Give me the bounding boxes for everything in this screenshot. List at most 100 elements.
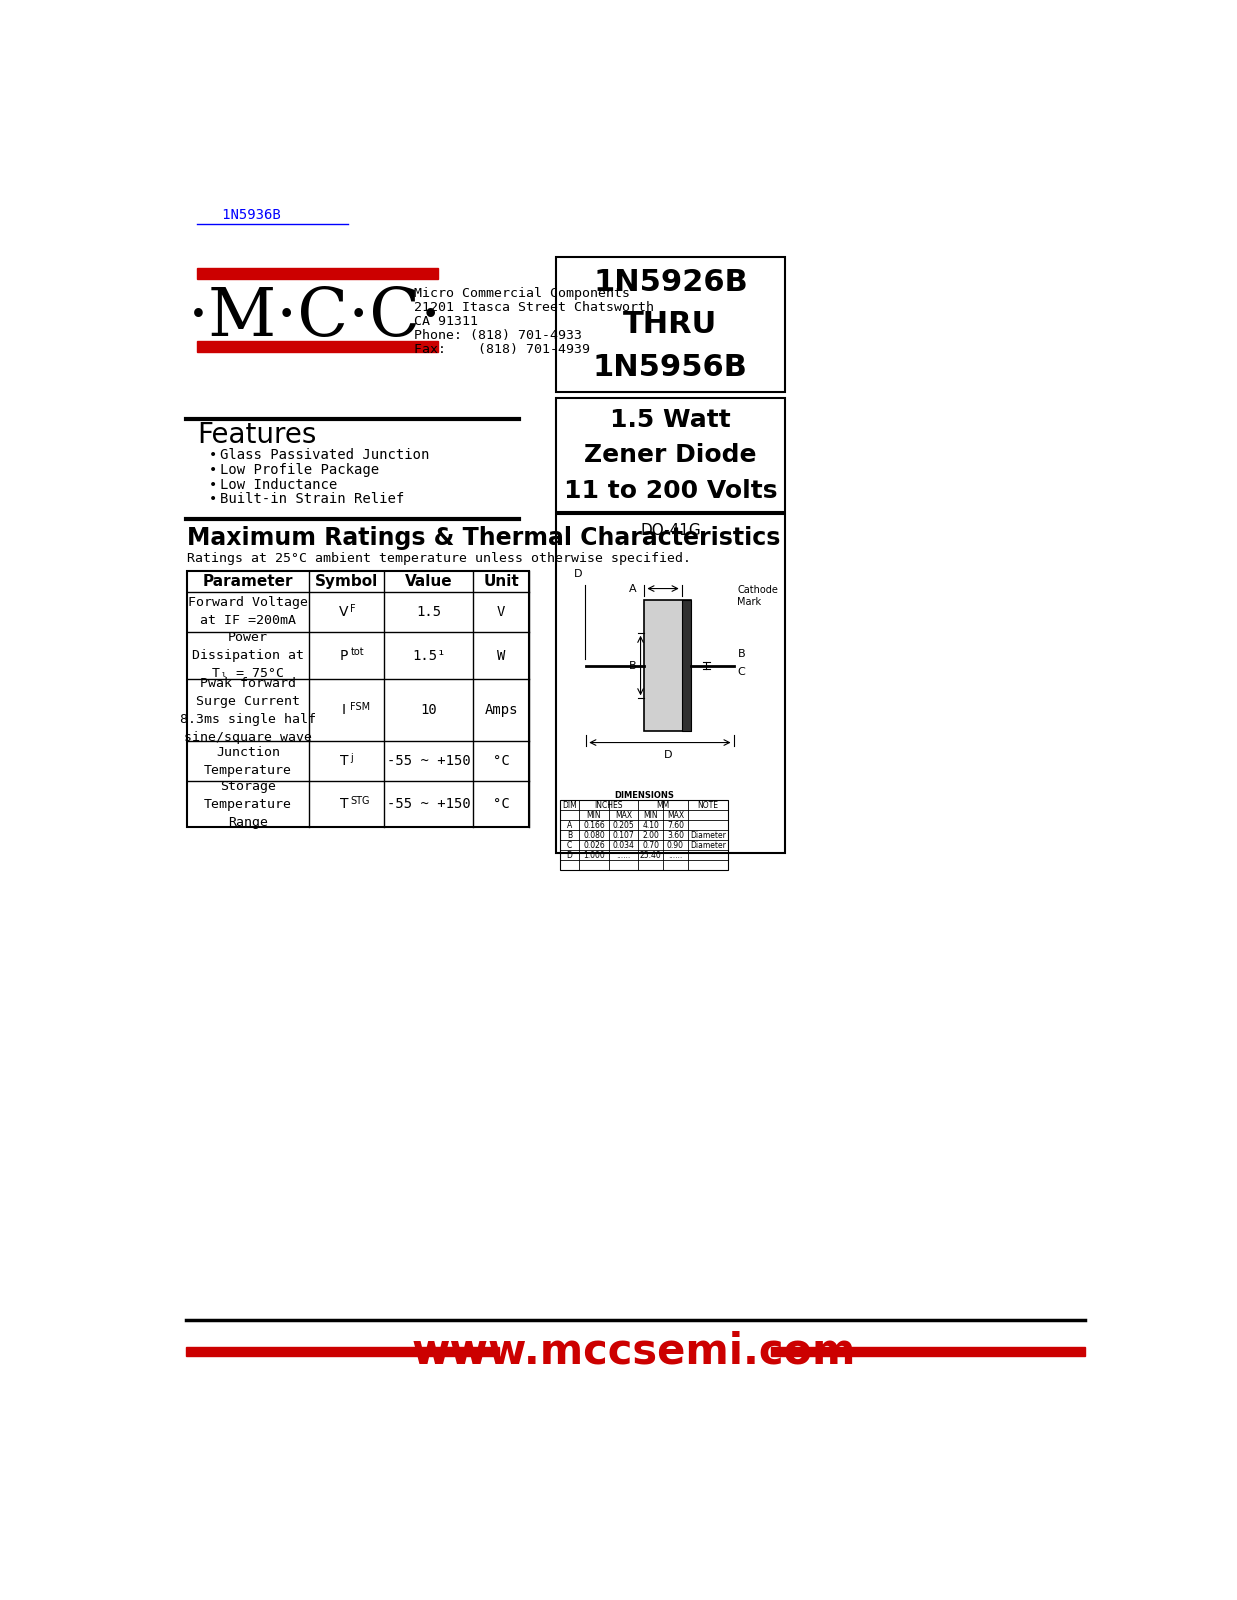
Text: Junction
Temperature: Junction Temperature: [204, 746, 292, 776]
Text: -55 ~ +150: -55 ~ +150: [387, 754, 470, 768]
Text: P: P: [340, 648, 349, 662]
Text: Storage
Temperature
Range: Storage Temperature Range: [204, 779, 292, 829]
Text: F: F: [350, 603, 356, 613]
Text: STG: STG: [350, 797, 370, 806]
Text: Parameter: Parameter: [203, 574, 293, 589]
Text: W: W: [497, 648, 505, 662]
Text: Diameter: Diameter: [690, 842, 726, 850]
Text: °C: °C: [492, 797, 510, 811]
Text: 25.40: 25.40: [640, 851, 662, 859]
Text: Symbol: Symbol: [314, 574, 379, 589]
Text: Unit: Unit: [484, 574, 520, 589]
Text: 0.026: 0.026: [583, 842, 605, 850]
Text: •: •: [209, 448, 218, 462]
Bar: [557, 514, 784, 853]
Text: ·M·C·C·: ·M·C·C·: [188, 285, 442, 350]
Text: •: •: [209, 462, 218, 477]
Bar: [557, 258, 784, 392]
Text: ......: ......: [668, 851, 683, 859]
Text: -55 ~ +150: -55 ~ +150: [387, 797, 470, 811]
Bar: [197, 341, 438, 352]
Text: Glass Passivated Junction: Glass Passivated Junction: [220, 448, 430, 462]
Text: NOTE: NOTE: [698, 802, 719, 810]
Text: 0.70: 0.70: [642, 842, 659, 850]
Text: 0.080: 0.080: [583, 830, 605, 840]
Bar: [186, 1347, 500, 1357]
Text: •: •: [209, 493, 218, 506]
Text: Amps: Amps: [485, 704, 518, 717]
Text: A: A: [630, 584, 637, 594]
Text: 7.60: 7.60: [667, 821, 684, 830]
Text: D: D: [574, 568, 583, 579]
Text: DO-41G: DO-41G: [640, 523, 701, 538]
Bar: [644, 600, 691, 731]
Text: Micro Commercial Components: Micro Commercial Components: [414, 286, 630, 301]
Text: Phone: (818) 701-4933: Phone: (818) 701-4933: [414, 328, 583, 342]
Text: 3.60: 3.60: [667, 830, 684, 840]
Text: CA 91311: CA 91311: [414, 315, 479, 328]
Text: 1.5¹: 1.5¹: [412, 648, 445, 662]
Text: FSM: FSM: [350, 702, 370, 712]
Text: ......: ......: [616, 851, 631, 859]
Text: Low Profile Package: Low Profile Package: [220, 462, 380, 477]
Bar: [187, 571, 529, 827]
Text: Cathode
Mark: Cathode Mark: [737, 586, 778, 608]
Text: C: C: [567, 842, 573, 850]
Text: T: T: [340, 797, 349, 811]
Text: MM: MM: [657, 802, 669, 810]
Text: 0.166: 0.166: [583, 821, 605, 830]
Text: MIN: MIN: [643, 811, 658, 819]
Text: 1.000: 1.000: [583, 851, 605, 859]
Text: 1N5926B
THRU
1N5956B: 1N5926B THRU 1N5956B: [593, 267, 748, 382]
Text: tot: tot: [350, 648, 364, 658]
Text: B: B: [567, 830, 573, 840]
Text: 2.00: 2.00: [642, 830, 659, 840]
Text: T: T: [340, 754, 349, 768]
Text: 0.90: 0.90: [667, 842, 684, 850]
Text: MAX: MAX: [615, 811, 632, 819]
Text: D: D: [663, 750, 672, 760]
Text: 10: 10: [421, 704, 437, 717]
Text: Diameter: Diameter: [690, 830, 726, 840]
Text: Pwak forward
Surge Current
8.3ms single half
sine/square wave: Pwak forward Surge Current 8.3ms single …: [181, 677, 315, 744]
Text: I: I: [343, 704, 346, 717]
Bar: [560, 800, 729, 870]
Text: C: C: [737, 667, 745, 677]
Text: 1.5 Watt
Zener Diode
11 to 200 Volts: 1.5 Watt Zener Diode 11 to 200 Volts: [564, 408, 777, 502]
Text: j: j: [350, 754, 353, 763]
Text: Value: Value: [404, 574, 453, 589]
Text: DIMENSIONS: DIMENSIONS: [614, 790, 674, 800]
Bar: [557, 398, 784, 512]
Text: 21201 Itasca Street Chatsworth: 21201 Itasca Street Chatsworth: [414, 301, 654, 314]
Text: MIN: MIN: [586, 811, 601, 819]
Text: 4.10: 4.10: [642, 821, 659, 830]
Text: D: D: [567, 851, 573, 859]
Text: A: A: [567, 821, 573, 830]
Text: Built-in Strain Relief: Built-in Strain Relief: [220, 493, 404, 506]
Text: °C: °C: [492, 754, 510, 768]
Text: V: V: [339, 605, 349, 619]
Text: INCHES: INCHES: [595, 802, 623, 810]
Text: V: V: [497, 605, 505, 619]
Text: Ratings at 25°C ambient temperature unless otherwise specified.: Ratings at 25°C ambient temperature unle…: [187, 552, 691, 565]
Bar: [682, 600, 691, 731]
Text: Low Inductance: Low Inductance: [220, 478, 338, 491]
Text: www.mccsemi.com: www.mccsemi.com: [412, 1331, 856, 1373]
Text: Forward Voltage
at IF =200mA: Forward Voltage at IF =200mA: [188, 597, 308, 627]
Bar: [771, 1347, 1085, 1357]
Text: •: •: [209, 478, 218, 491]
Bar: [197, 269, 438, 278]
Text: Power
Dissipation at
Tₗ = 75°C: Power Dissipation at Tₗ = 75°C: [192, 630, 304, 680]
Text: 1.5: 1.5: [416, 605, 442, 619]
Text: MAX: MAX: [667, 811, 684, 819]
Text: DIM: DIM: [563, 802, 576, 810]
Text: 0.034: 0.034: [612, 842, 635, 850]
Text: 0.205: 0.205: [612, 821, 635, 830]
Text: 0.107: 0.107: [612, 830, 635, 840]
Text: B: B: [630, 661, 637, 670]
Text: 1N5936B: 1N5936B: [197, 208, 332, 222]
Text: B: B: [737, 650, 745, 659]
Text: Maximum Ratings & Thermal Characteristics: Maximum Ratings & Thermal Characteristic…: [187, 526, 781, 550]
Text: Fax:    (818) 701-4939: Fax: (818) 701-4939: [414, 342, 590, 355]
Text: Features: Features: [197, 421, 317, 450]
